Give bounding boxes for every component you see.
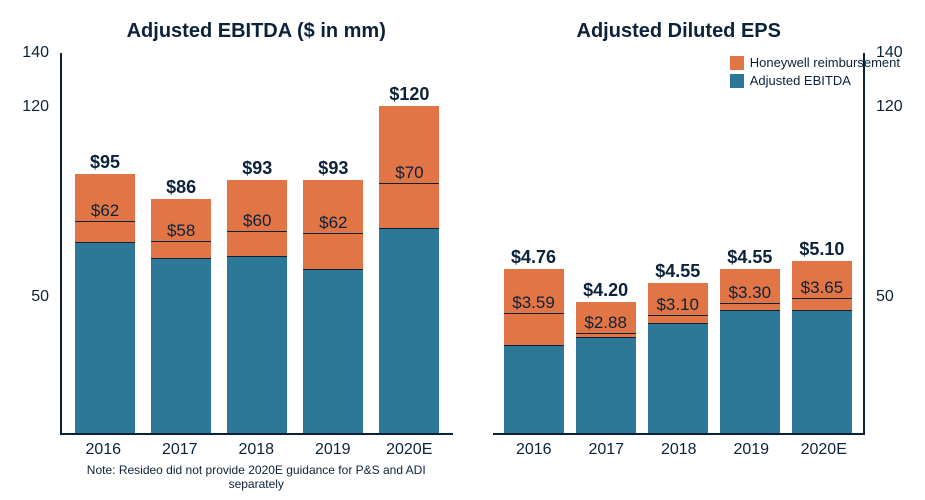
bar-inset-label: $60 xyxy=(243,211,271,231)
bar-total-label: $5.10 xyxy=(799,239,844,260)
bar-total-label: $93 xyxy=(242,158,272,179)
bar-stack: $3.59$4.76 xyxy=(504,269,564,433)
bar-segment-top: $3.10$4.55 xyxy=(648,283,708,325)
bar-inset-label: $70 xyxy=(395,163,423,183)
right-plot: 50120140 $3.59$4.76$2.88$4.20$3.10$4.55$… xyxy=(493,53,866,435)
bar-segment-base xyxy=(303,270,363,433)
xlabel: 2020E xyxy=(379,441,439,459)
bar-segment-top: $62$93 xyxy=(303,180,363,271)
bar-inset-rule xyxy=(379,183,439,184)
bar-segment-base xyxy=(227,257,287,433)
left-xlabels: 2016 2017 2018 2019 2020E xyxy=(60,435,453,459)
bar-inset-rule xyxy=(720,303,780,304)
bar-inset-label: $3.30 xyxy=(729,283,772,303)
bar-inset-label: $2.88 xyxy=(584,313,627,333)
bar-stack: $62$93 xyxy=(303,180,363,433)
bar-segment-top: $3.30$4.55 xyxy=(720,269,780,311)
bar-inset-label: $3.65 xyxy=(801,278,844,298)
bar-segment-base xyxy=(648,324,708,433)
bar-inset-rule xyxy=(227,231,287,232)
bar-inset-label: $3.10 xyxy=(656,295,699,315)
bar-total-label: $4.76 xyxy=(511,247,556,268)
bar-segment-base xyxy=(720,311,780,433)
xlabel: 2019 xyxy=(721,441,781,459)
bar-stack: $3.30$4.55 xyxy=(720,269,780,433)
bar-inset-label: $62 xyxy=(91,201,119,221)
ytick: 140 xyxy=(876,44,903,62)
bar-inset-rule xyxy=(648,315,708,316)
bar-total-label: $4.55 xyxy=(655,261,700,282)
bar-inset-rule xyxy=(504,313,564,314)
bar-segment-base xyxy=(792,311,852,433)
left-title: Adjusted EBITDA ($ in mm) xyxy=(60,20,453,43)
right-xlabels: 2016 2017 2018 2019 2020E xyxy=(493,435,866,459)
xlabel: 2019 xyxy=(303,441,363,459)
chart-pair: Adjusted EBITDA ($ in mm) 50120140 $62$9… xyxy=(0,0,925,500)
ytick: 140 xyxy=(22,44,49,62)
bar-total-label: $93 xyxy=(318,158,348,179)
bar-inset-label: $3.59 xyxy=(512,293,555,313)
bar-inset-label: $62 xyxy=(319,213,347,233)
right-title: Adjusted Diluted EPS xyxy=(493,20,866,43)
bar-stack: $3.10$4.55 xyxy=(648,283,708,433)
bar-segment-top: $3.65$5.10 xyxy=(792,261,852,311)
bar-inset-label: $58 xyxy=(167,221,195,241)
bar-stack: $58$86 xyxy=(151,199,211,433)
ytick: 50 xyxy=(876,288,894,306)
bar-total-label: $120 xyxy=(389,84,429,105)
bar-stack: $70$120 xyxy=(379,106,439,433)
xlabel: 2018 xyxy=(649,441,709,459)
left-note: Note: Resideo did not provide 2020E guid… xyxy=(60,463,453,491)
bar-segment-top: $70$120 xyxy=(379,106,439,229)
bar-total-label: $4.20 xyxy=(583,280,628,301)
bar-inset-rule xyxy=(792,298,852,299)
right-yticks: 50120140 xyxy=(868,53,913,433)
xlabel: 2016 xyxy=(504,441,564,459)
bar-inset-rule xyxy=(75,221,135,222)
left-panel: Adjusted EBITDA ($ in mm) 50120140 $62$9… xyxy=(0,0,463,500)
bar-total-label: $95 xyxy=(90,152,120,173)
left-plot: 50120140 $62$95$58$86$60$93$62$93$70$120 xyxy=(60,53,453,435)
xlabel: 2017 xyxy=(576,441,636,459)
xlabel: 2018 xyxy=(226,441,286,459)
bar-total-label: $4.55 xyxy=(727,247,772,268)
bar-stack: $3.65$5.10 xyxy=(792,261,852,433)
bar-segment-base xyxy=(151,259,211,433)
ytick: 120 xyxy=(876,98,903,116)
bar-segment-top: $60$93 xyxy=(227,180,287,257)
bar-inset-rule xyxy=(303,233,363,234)
xlabel: 2020E xyxy=(794,441,854,459)
bar-segment-base xyxy=(576,338,636,433)
bar-segment-top: $3.59$4.76 xyxy=(504,269,564,346)
xlabel: 2016 xyxy=(73,441,133,459)
bar-total-label: $86 xyxy=(166,177,196,198)
bar-inset-rule xyxy=(576,333,636,334)
bar-segment-base xyxy=(75,243,135,433)
bar-segment-top: $58$86 xyxy=(151,199,211,260)
right-panel: Adjusted Diluted EPS Honeywell reimburse… xyxy=(463,0,925,500)
ytick: 50 xyxy=(31,288,49,306)
bar-stack: $62$95 xyxy=(75,174,135,433)
bar-inset-rule xyxy=(151,241,211,242)
xlabel: 2017 xyxy=(150,441,210,459)
left-yticks: 50120140 xyxy=(17,53,57,433)
bar-stack: $2.88$4.20 xyxy=(576,302,636,433)
ytick: 120 xyxy=(22,98,49,116)
bar-segment-base xyxy=(504,346,564,433)
bar-stack: $60$93 xyxy=(227,180,287,433)
right-bars: $3.59$4.76$2.88$4.20$3.10$4.55$3.30$4.55… xyxy=(493,53,864,433)
bar-segment-top: $2.88$4.20 xyxy=(576,302,636,338)
left-bars: $62$95$58$86$60$93$62$93$70$120 xyxy=(62,53,453,433)
bar-segment-top: $62$95 xyxy=(75,174,135,243)
bar-segment-base xyxy=(379,229,439,433)
